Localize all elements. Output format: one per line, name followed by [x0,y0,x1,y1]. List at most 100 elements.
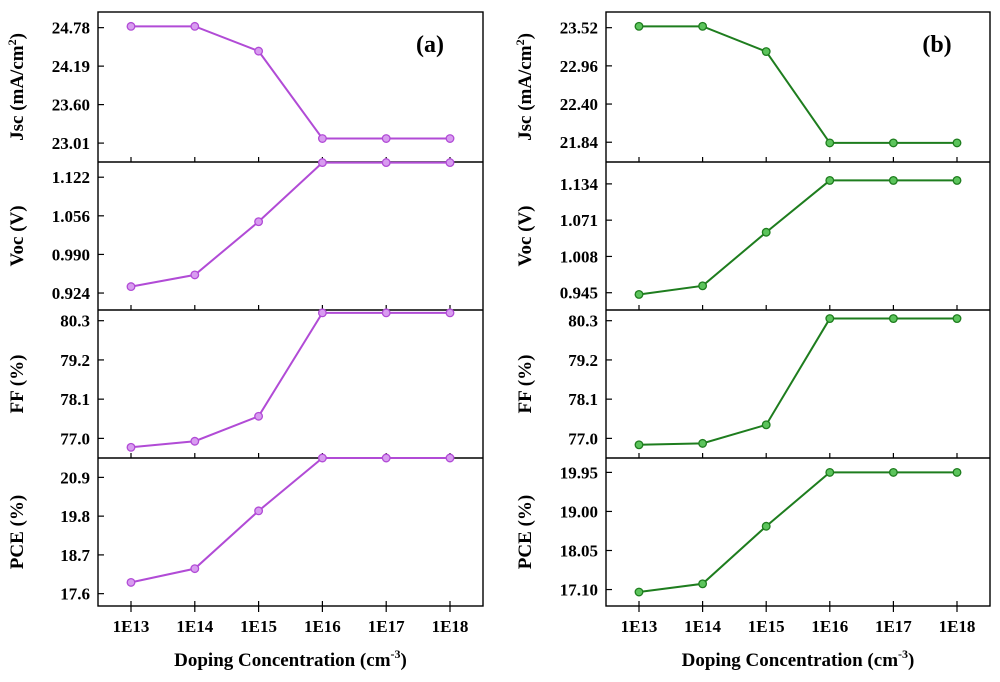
data-point [445,453,455,463]
data-point [825,175,835,185]
data-point [190,564,200,574]
y-axis-title: PCE (%) [7,495,28,569]
y-axis-title-main: PCE (%) [7,495,28,569]
y-tick-label: 19.95 [560,463,598,482]
y-tick-label: 17.10 [560,581,598,600]
data-point [698,579,708,589]
x-tick-label: 1E17 [368,617,405,636]
data-point [698,281,708,291]
y-axis-title: Jsc (mA/cm2) [513,33,536,141]
x-tick-label: 1E17 [875,617,912,636]
data-point [254,217,264,227]
y-tick-label: 1.134 [560,175,599,194]
y-tick-label: 0.990 [52,245,90,264]
y-axis-title-main: Jsc (mA/cm [7,45,28,141]
data-point [317,134,327,143]
y-tick-label: 1.008 [560,247,598,266]
y-tick-label: 79.2 [568,351,598,370]
y-axis-title-sup: 2 [513,39,527,45]
y-tick-label: 24.19 [52,57,90,76]
x-tick-label: 1E16 [811,617,848,636]
x-tick-label: 1E18 [939,617,976,636]
data-point [445,308,455,318]
data-point [634,587,644,597]
data-point [254,506,264,516]
data-point [126,442,136,452]
y-axis-title: Jsc (mA/cm2) [5,33,28,141]
subplot-voc: 0.945 1.008 1.071 1.134 Voc (V) [515,161,990,310]
data-point [825,314,835,324]
plot-frame [97,11,484,607]
y-axis-title-main: FF (%) [515,355,536,414]
x-axis-title: Doping Concentration (cm-3) [682,647,915,671]
chart-panel-b: 21.84 22.40 22.96 23.52 Jsc (mA/cm2) 0.945 1.0… [513,11,991,671]
y-tick-label: 77.0 [60,429,90,448]
data-point [952,314,962,324]
data-point [381,453,391,463]
data-point [126,577,136,587]
y-tick-label: 17.6 [60,585,90,604]
x-axis-title-main: Doping Concentration (cm [174,650,391,671]
subplot-ff: 77.0 78.1 79.2 80.3 FF (%) [515,309,990,458]
data-point [952,175,962,185]
data-point [317,308,327,318]
y-tick-label: 19.8 [60,507,90,526]
y-tick-label: 79.2 [60,351,90,370]
y-tick-label: 23.01 [52,134,90,153]
data-point [381,308,391,318]
data-point [825,138,835,148]
series-line [638,179,957,296]
data-point [634,440,644,450]
y-tick-label: 21.84 [560,133,599,152]
x-tick-label: 1E14 [176,617,213,636]
panel-label: (b) [922,32,951,58]
y-tick-label: 78.1 [60,390,90,409]
data-point [761,420,771,430]
plot-frame [605,11,991,607]
x-axis-title-end: ) [908,650,914,671]
data-point [888,138,898,148]
y-axis-title: PCE (%) [515,495,536,569]
y-axis-title: FF (%) [515,355,536,414]
series-line [130,457,450,584]
data-point [126,21,136,31]
data-point [190,270,200,280]
x-axis-title-main: Doping Concentration (cm [682,650,899,671]
data-point [761,227,771,237]
data-point [952,467,962,477]
data-point [888,314,898,324]
data-point [381,134,391,143]
data-point [634,21,644,31]
data-point [254,411,264,421]
x-tick-label: 1E15 [748,617,785,636]
y-tick-label: 18.7 [60,546,90,565]
data-point [445,158,455,168]
data-point [952,138,962,148]
subplot-voc: 0.924 0.990 1.056 1.122 Voc (V) [7,158,483,310]
x-axis-title: Doping Concentration (cm-3) [174,647,407,671]
data-point [698,21,708,31]
y-tick-label: 24.78 [52,19,90,38]
series-line [130,311,450,449]
subplot-pce: 17.6 18.7 19.8 20.9 PCE (%) [7,453,483,606]
x-tick-label: 1E15 [240,617,277,636]
series-line [638,317,957,446]
data-point [381,158,391,168]
y-tick-label: 18.05 [560,542,598,561]
subplot-pce: 17.10 18.05 19.00 19.95 PCE (%) [515,457,990,606]
y-axis-title-main: Voc (V) [515,205,536,266]
y-tick-label: 22.40 [560,95,598,114]
series-line [639,25,957,144]
y-tick-label: 80.3 [568,312,598,331]
x-tick-label: 1E13 [113,617,150,636]
panel-label: (a) [416,32,444,58]
data-point [126,282,136,292]
x-axis-title-sup: -3 [391,647,401,661]
data-point [634,290,644,299]
y-tick-label: 1.122 [52,168,90,187]
y-tick-label: 0.924 [52,284,91,303]
y-axis-title-main: Voc (V) [7,205,28,266]
y-tick-label: 77.0 [568,429,598,448]
